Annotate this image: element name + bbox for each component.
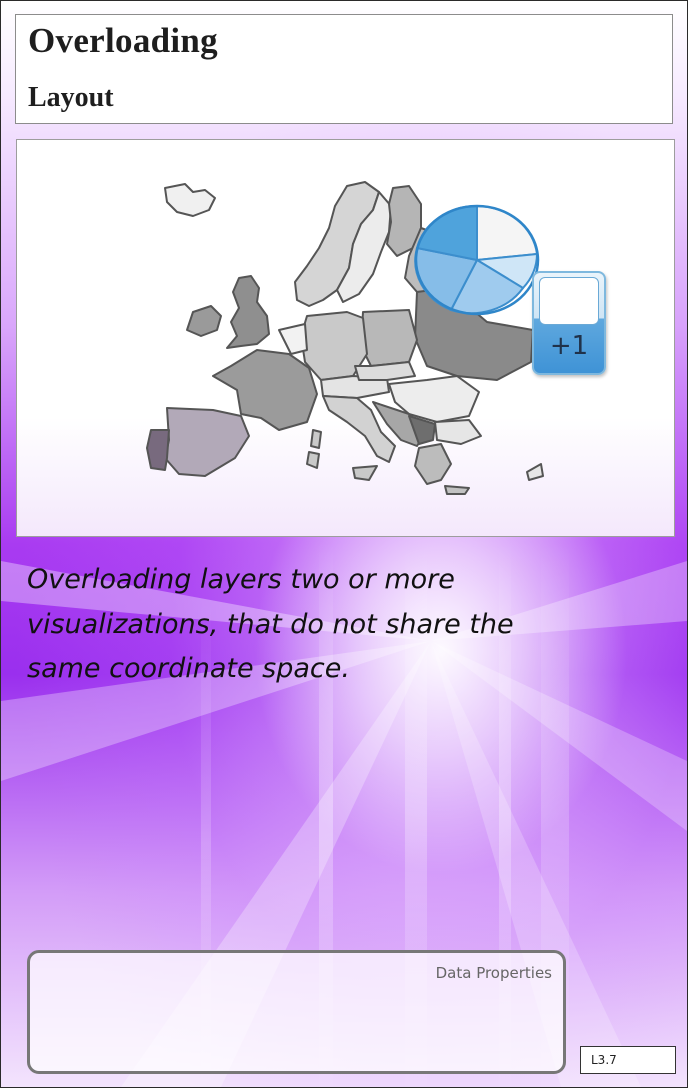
- plus-one-label: +1: [549, 331, 589, 361]
- data-properties-label: Data Properties: [435, 964, 552, 982]
- description-text: Overloading layers two or more visualiza…: [27, 564, 514, 684]
- page-subtitle: Layout: [28, 82, 114, 113]
- page-title: Overloading: [28, 21, 218, 60]
- tile-window: [539, 277, 599, 325]
- title-box: Overloading Layout: [15, 14, 673, 124]
- card-code: L3.7: [591, 1053, 617, 1067]
- pie-chart-icon: [414, 204, 540, 316]
- data-properties-box: Data Properties: [27, 950, 566, 1074]
- card-code-box: L3.7: [580, 1046, 676, 1074]
- plus-one-tile: +1: [532, 271, 606, 375]
- europe-map-icon: [146, 181, 544, 495]
- figure-panel: +1: [16, 139, 675, 537]
